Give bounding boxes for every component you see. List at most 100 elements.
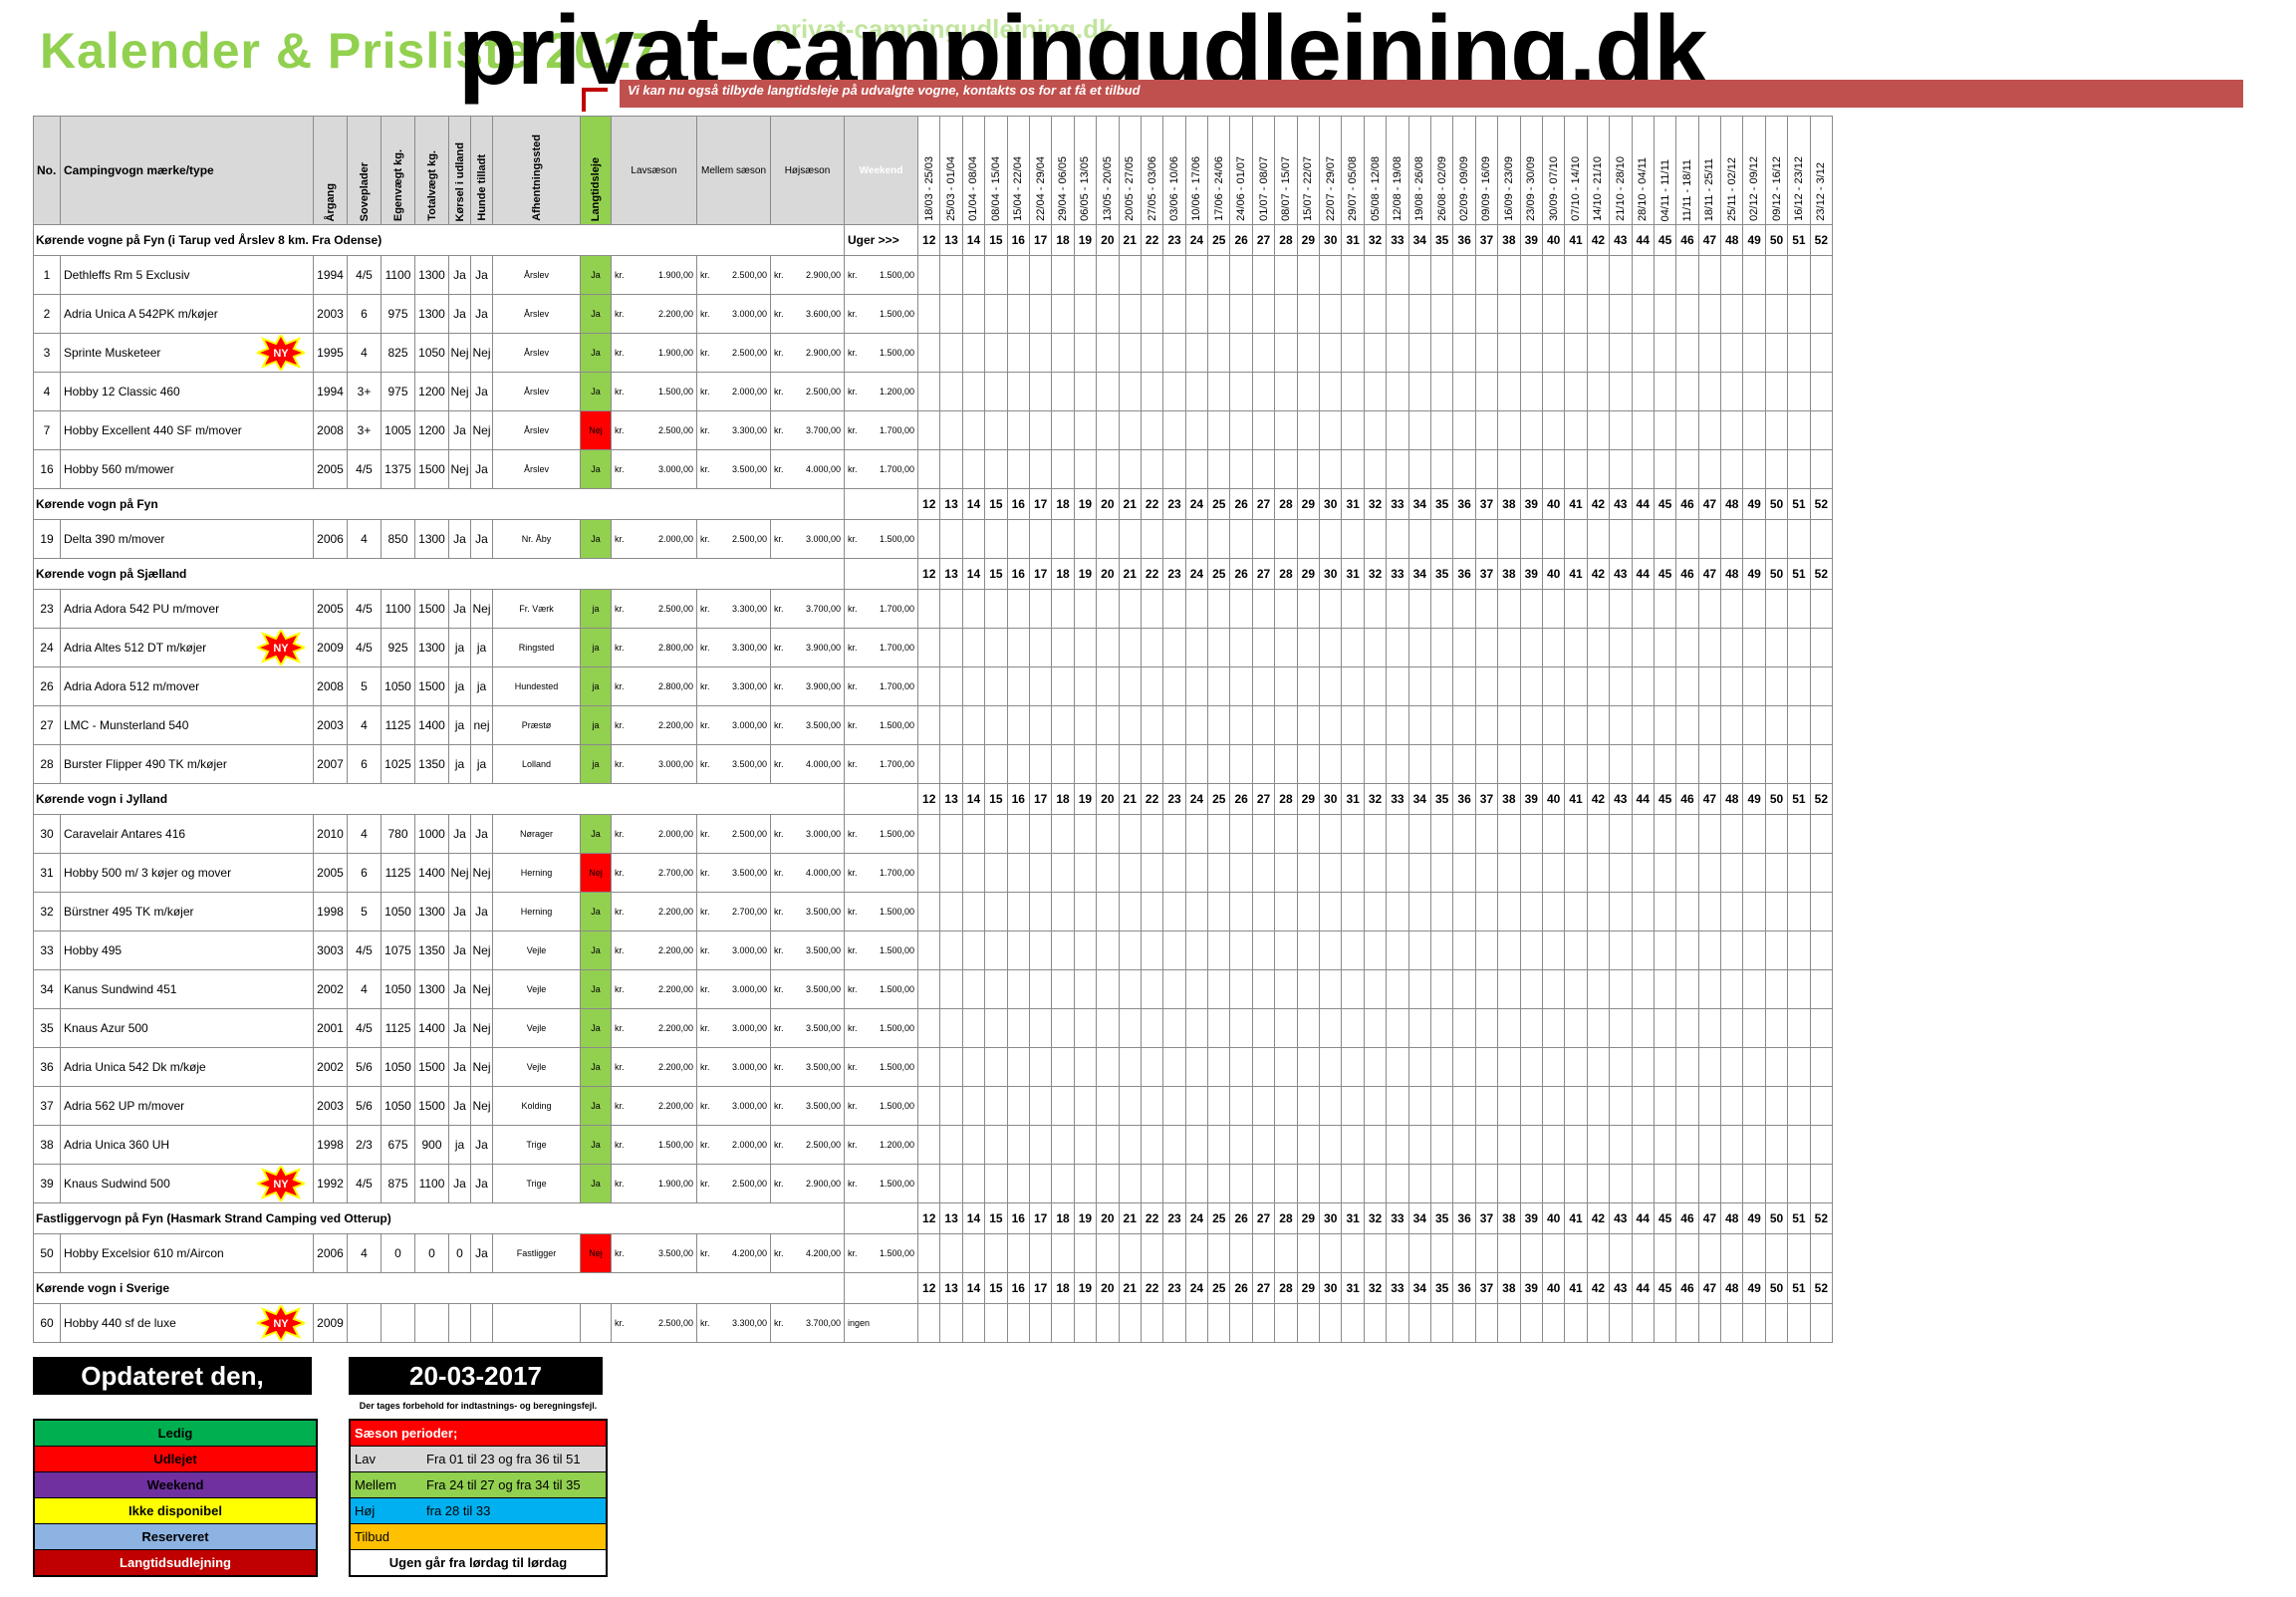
availability-cell[interactable] xyxy=(1764,853,1789,893)
availability-cell[interactable] xyxy=(1429,449,1454,489)
availability-cell[interactable] xyxy=(1519,1086,1543,1126)
availability-cell[interactable] xyxy=(1609,1303,1633,1343)
availability-cell[interactable] xyxy=(1586,1164,1611,1203)
availability-cell[interactable] xyxy=(1653,892,1677,932)
availability-cell[interactable] xyxy=(1006,628,1030,667)
availability-cell[interactable] xyxy=(1764,969,1789,1009)
availability-cell[interactable] xyxy=(1742,1047,1766,1087)
availability-cell[interactable] xyxy=(1519,1008,1543,1048)
availability-cell[interactable] xyxy=(1631,628,1655,667)
availability-cell[interactable] xyxy=(1251,1008,1276,1048)
availability-cell[interactable] xyxy=(1229,589,1253,629)
availability-cell[interactable] xyxy=(1809,449,1834,489)
availability-cell[interactable] xyxy=(1697,892,1722,932)
availability-cell[interactable] xyxy=(1207,1008,1231,1048)
availability-cell[interactable] xyxy=(984,969,1008,1009)
availability-cell[interactable] xyxy=(1452,1303,1476,1343)
availability-cell[interactable] xyxy=(1140,931,1164,970)
availability-cell[interactable] xyxy=(1140,519,1164,559)
availability-cell[interactable] xyxy=(1675,294,1699,334)
availability-cell[interactable] xyxy=(916,1047,941,1087)
availability-cell[interactable] xyxy=(1474,372,1499,411)
availability-cell[interactable] xyxy=(1207,449,1231,489)
availability-cell[interactable] xyxy=(1497,519,1521,559)
caravan-row[interactable]: 28 Burster Flipper 490 TK m/køjer 2007 6 102… xyxy=(33,744,1834,784)
availability-cell[interactable] xyxy=(1474,1164,1499,1203)
availability-cell[interactable] xyxy=(1162,666,1186,706)
availability-cell[interactable] xyxy=(1251,744,1276,784)
availability-cell[interactable] xyxy=(1229,1164,1253,1203)
availability-cell[interactable] xyxy=(1541,969,1566,1009)
availability-cell[interactable] xyxy=(1341,744,1365,784)
availability-cell[interactable] xyxy=(1251,1233,1276,1273)
availability-cell[interactable] xyxy=(1229,705,1253,745)
availability-cell[interactable] xyxy=(1720,372,1744,411)
caravan-name[interactable]: Caravelair Antares 416 xyxy=(60,814,314,854)
availability-cell[interactable] xyxy=(1207,1233,1231,1273)
availability-cell[interactable] xyxy=(1207,294,1231,334)
caravan-row[interactable]: 16 Hobby 560 m/mower 2005 4/5 1375 1500 Nej Ja Å… xyxy=(33,449,1834,489)
availability-cell[interactable] xyxy=(939,589,963,629)
availability-cell[interactable] xyxy=(1452,666,1476,706)
availability-cell[interactable] xyxy=(1675,1008,1699,1048)
availability-cell[interactable] xyxy=(1609,519,1633,559)
availability-cell[interactable] xyxy=(1742,814,1766,854)
availability-cell[interactable] xyxy=(1742,372,1766,411)
availability-cell[interactable] xyxy=(1497,1008,1521,1048)
availability-cell[interactable] xyxy=(1341,705,1365,745)
availability-cell[interactable] xyxy=(1274,1164,1298,1203)
availability-cell[interactable] xyxy=(1363,969,1388,1009)
availability-cell[interactable] xyxy=(1497,705,1521,745)
availability-cell[interactable] xyxy=(1787,372,1811,411)
availability-cell[interactable] xyxy=(1586,372,1611,411)
availability-cell[interactable] xyxy=(1742,449,1766,489)
availability-cell[interactable] xyxy=(1452,519,1476,559)
availability-cell[interactable] xyxy=(1363,814,1388,854)
availability-cell[interactable] xyxy=(1720,1125,1744,1165)
availability-cell[interactable] xyxy=(961,333,986,373)
availability-cell[interactable] xyxy=(1697,255,1722,295)
availability-cell[interactable] xyxy=(1407,1303,1431,1343)
availability-cell[interactable] xyxy=(1474,931,1499,970)
availability-cell[interactable] xyxy=(1319,1086,1343,1126)
availability-cell[interactable] xyxy=(1229,1125,1253,1165)
availability-cell[interactable] xyxy=(1764,1233,1789,1273)
availability-cell[interactable] xyxy=(1363,1303,1388,1343)
availability-cell[interactable] xyxy=(1028,705,1053,745)
availability-cell[interactable] xyxy=(1073,1303,1098,1343)
availability-cell[interactable] xyxy=(1229,853,1253,893)
caravan-name[interactable]: Adria 562 UP m/mover xyxy=(60,1086,314,1126)
availability-cell[interactable] xyxy=(1363,410,1388,450)
availability-cell[interactable] xyxy=(1073,814,1098,854)
availability-cell[interactable] xyxy=(1675,705,1699,745)
availability-cell[interactable] xyxy=(1497,1086,1521,1126)
availability-cell[interactable] xyxy=(1028,333,1053,373)
availability-cell[interactable] xyxy=(1274,410,1298,450)
availability-cell[interactable] xyxy=(1609,1233,1633,1273)
availability-cell[interactable] xyxy=(1319,892,1343,932)
availability-cell[interactable] xyxy=(1051,449,1075,489)
availability-cell[interactable] xyxy=(1162,1164,1186,1203)
availability-cell[interactable] xyxy=(1319,410,1343,450)
availability-cell[interactable] xyxy=(1609,255,1633,295)
availability-cell[interactable] xyxy=(1787,519,1811,559)
availability-cell[interactable] xyxy=(1631,1086,1655,1126)
availability-cell[interactable] xyxy=(1162,1047,1186,1087)
availability-cell[interactable] xyxy=(1096,372,1120,411)
availability-cell[interactable] xyxy=(1609,666,1633,706)
availability-cell[interactable] xyxy=(1586,705,1611,745)
availability-cell[interactable] xyxy=(1519,1164,1543,1203)
caravan-name[interactable]: Delta 390 m/mover xyxy=(60,519,314,559)
availability-cell[interactable] xyxy=(1140,666,1164,706)
availability-cell[interactable] xyxy=(939,666,963,706)
availability-cell[interactable] xyxy=(1787,1164,1811,1203)
availability-cell[interactable] xyxy=(1051,666,1075,706)
availability-cell[interactable] xyxy=(1519,449,1543,489)
availability-cell[interactable] xyxy=(1519,1233,1543,1273)
availability-cell[interactable] xyxy=(1207,1047,1231,1087)
availability-cell[interactable] xyxy=(1452,744,1476,784)
availability-cell[interactable] xyxy=(1609,1164,1633,1203)
availability-cell[interactable] xyxy=(1296,744,1321,784)
availability-cell[interactable] xyxy=(1296,519,1321,559)
availability-cell[interactable] xyxy=(1497,294,1521,334)
